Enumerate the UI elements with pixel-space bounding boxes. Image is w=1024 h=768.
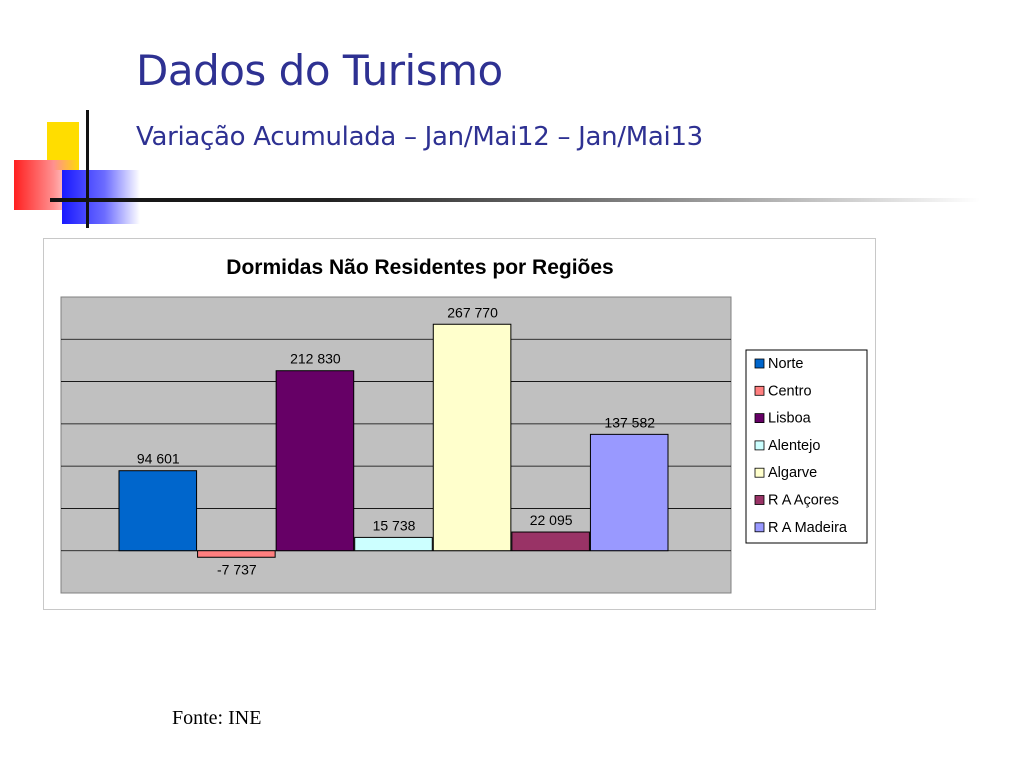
bar-algarve — [432, 323, 512, 552]
ornament-vertical-line — [86, 110, 89, 228]
data-label: 22 095 — [530, 512, 573, 528]
data-label: 267 770 — [447, 304, 498, 320]
legend-label: Norte — [768, 356, 803, 372]
legend-label: Lisboa — [768, 411, 812, 427]
data-label: 212 830 — [290, 351, 341, 367]
legend-label: Algarve — [768, 465, 817, 481]
source-note: Fonte: INE — [172, 707, 262, 729]
legend-swatch — [754, 358, 765, 369]
legend-swatch — [754, 467, 765, 478]
corner-ornament — [0, 0, 1024, 240]
bar-lisboa — [275, 370, 355, 552]
bar-r-a-açores — [511, 531, 590, 552]
legend-swatch — [754, 385, 765, 396]
legend-label: Centro — [768, 383, 812, 399]
legend-label: R A Madeira — [768, 520, 848, 536]
legend-swatch — [754, 522, 765, 533]
data-label: 137 582 — [604, 414, 655, 430]
chart-title: Dormidas Não Residentes por Regiões — [226, 256, 613, 279]
legend-swatch — [754, 440, 765, 451]
ornament-blue-square — [62, 170, 140, 224]
bar-norte — [118, 470, 198, 552]
data-label: 15 738 — [373, 517, 416, 533]
data-label: -7 737 — [217, 561, 257, 577]
legend-swatch — [754, 495, 765, 505]
slide-subtitle: Variação Acumulada – Jan/Mai12 – Jan/Mai… — [136, 122, 703, 152]
legend-label: R A Açores — [768, 493, 839, 509]
ornament-horizontal-line — [50, 198, 980, 202]
data-label: 94 601 — [137, 451, 180, 467]
legend-label: Alentejo — [768, 438, 820, 454]
bar-r-a-madeira — [589, 433, 669, 552]
slide-title: Dados do Turismo — [136, 46, 503, 95]
legend-swatch — [754, 413, 765, 424]
bar-alentejo — [354, 536, 433, 552]
legend — [745, 349, 868, 544]
bar-centro — [197, 550, 276, 558]
bar-chart: Dormidas Não Residentes por Regiões 94 6… — [60, 256, 868, 594]
chart-frame: Dormidas Não Residentes por Regiões 94 6… — [43, 238, 876, 610]
